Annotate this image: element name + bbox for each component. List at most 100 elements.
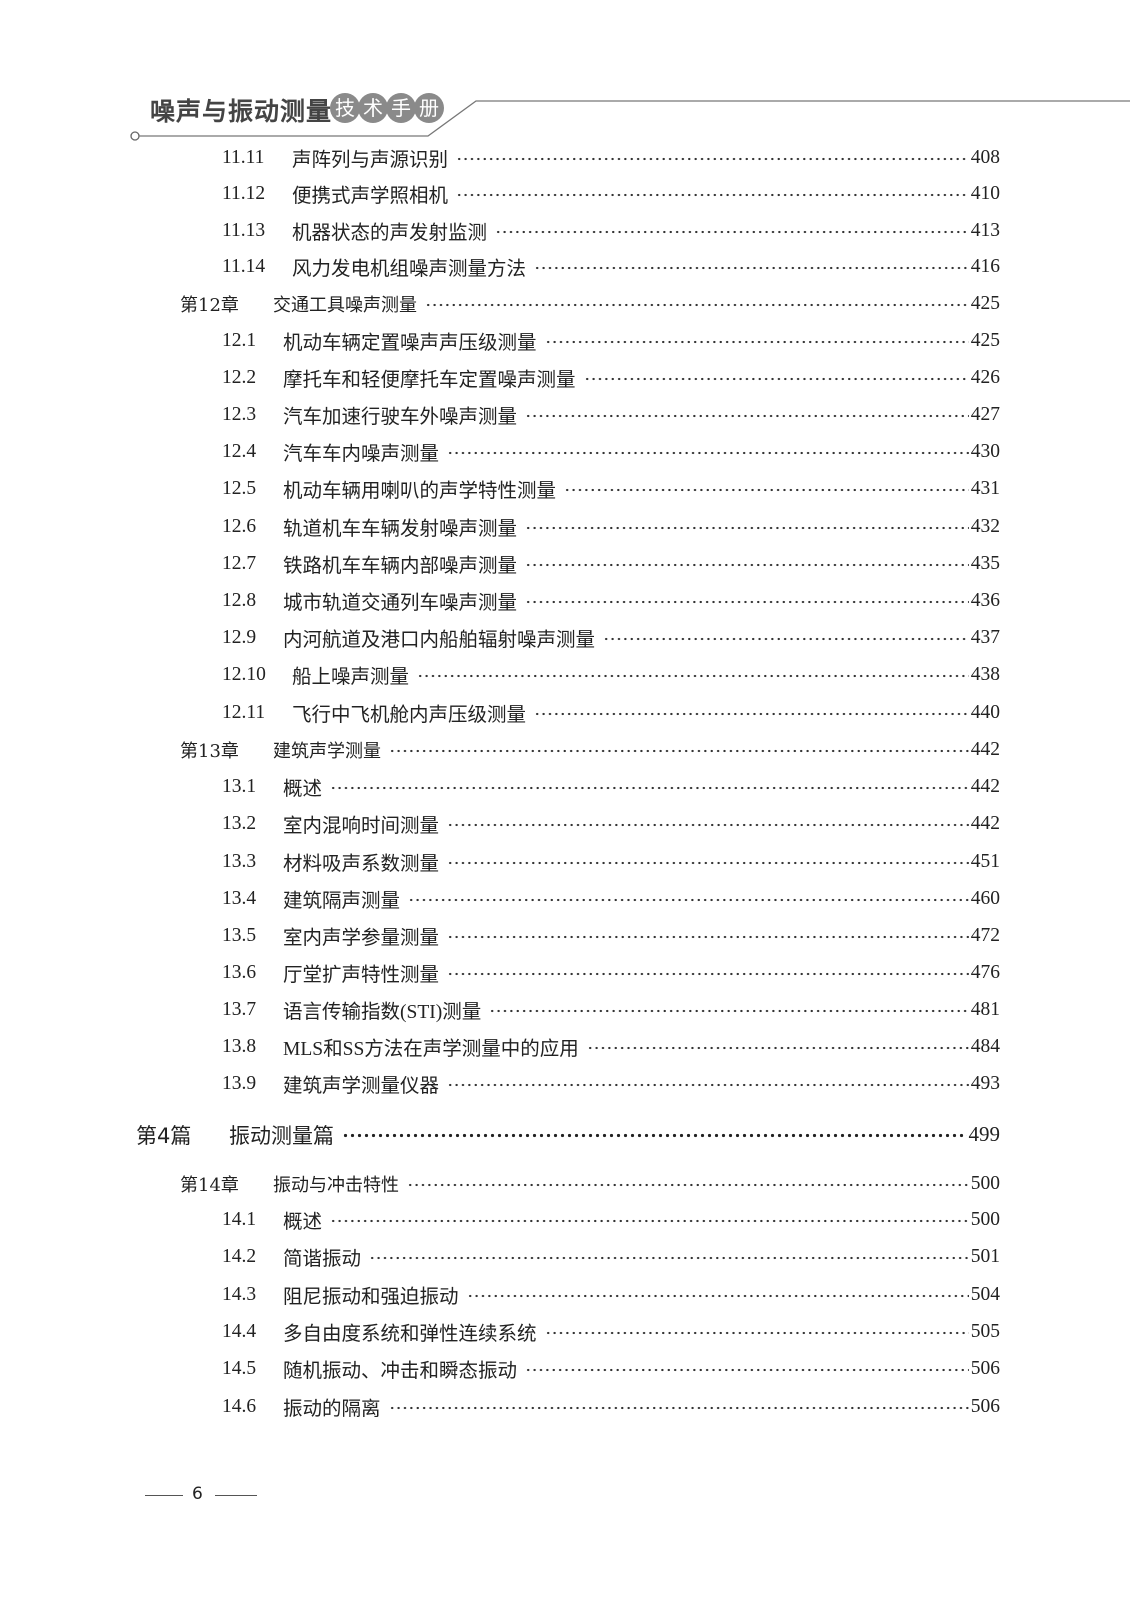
entry-title: 汽车加速行驶车外噪声测量 [283, 407, 518, 428]
leader-dots [525, 413, 969, 418]
entry-number: 14.2 [222, 1245, 257, 1267]
toc-section: 12.3 汽车加速行驶车外噪声测量 427 [222, 396, 1000, 433]
toc-section: 13.8 MLS和SS方法在声学测量中的应用 484 [222, 1028, 1000, 1065]
page-number: 6 [192, 1484, 203, 1504]
toc-section: 12.7 铁路机车车辆内部噪声测量 435 [222, 545, 1000, 582]
entry-number: 14.3 [222, 1283, 257, 1305]
leader-dots [330, 785, 969, 790]
entry-number: 12.2 [222, 366, 257, 388]
leader-dots [447, 450, 969, 455]
entry-title: 铁路机车车辆内部噪声测量 [283, 556, 518, 577]
entry-number: 13.3 [222, 850, 257, 872]
badge-char: 技 [330, 93, 360, 123]
leader-dots [603, 636, 969, 641]
entry-page: 506 [970, 1357, 1000, 1379]
leader-dots [447, 1082, 969, 1087]
entry-page: 435 [970, 552, 1000, 574]
leader-dots [586, 1045, 969, 1050]
toc-section: 14.6 振动的隔离 506 [222, 1388, 1000, 1425]
entry-page: 481 [970, 998, 1000, 1020]
leader-dots [466, 1293, 969, 1298]
entry-title: 城市轨道交通列车噪声测量 [283, 593, 518, 614]
entry-page: 506 [970, 1395, 1000, 1417]
entry-title: 语言传输指数(STI)测量 [283, 1002, 482, 1023]
entry-title: 建筑隔声测量 [283, 891, 401, 912]
entry-page: 408 [970, 146, 1000, 168]
toc-section: 14.3 阻尼振动和强迫振动 504 [222, 1276, 1000, 1313]
toc-section: 12.2 摩托车和轻便摩托车定置噪声测量 426 [222, 359, 1000, 396]
entry-number: 12.5 [222, 477, 257, 499]
entry-number: 12.3 [222, 403, 257, 425]
entry-number: 12.8 [222, 589, 257, 611]
toc-section: 13.6 厅堂扩声特性测量 476 [222, 954, 1000, 991]
badge-char: 册 [414, 93, 444, 123]
toc-section: 12.10 船上噪声测量 438 [222, 656, 1000, 693]
entry-title: 厅堂扩声特性测量 [283, 965, 440, 986]
entry-page: 425 [970, 292, 1000, 314]
entry-number: 13.5 [222, 924, 257, 946]
entry-title: 轨道机车车辆发射噪声测量 [283, 519, 518, 540]
entry-number: 12.9 [222, 626, 257, 648]
running-header-title: 噪声与振动测量 [150, 97, 333, 126]
entry-page: 493 [970, 1072, 1000, 1094]
entry-page: 442 [970, 775, 1000, 797]
toc-section: 11.14 风力发电机组噪声测量方法 416 [222, 248, 1000, 285]
badge-char: 手 [386, 93, 416, 123]
leader-dots [544, 1330, 969, 1335]
leader-dots [489, 1008, 969, 1013]
entry-page: 425 [970, 329, 1000, 351]
entry-title: MLS和SS方法在声学测量中的应用 [283, 1039, 579, 1060]
entry-title: 便携式声学照相机 [292, 186, 449, 207]
leader-dots [525, 525, 969, 530]
entry-page: 451 [970, 850, 1000, 872]
toc-section: 14.1 概述 500 [222, 1201, 1000, 1238]
entry-title: 机动车辆用喇叭的声学特性测量 [283, 481, 557, 502]
toc-section: 11.13 机器状态的声发射监测 413 [222, 212, 1000, 249]
entry-title: 振动的隔离 [283, 1399, 381, 1420]
entry-title: 室内声学参量测量 [283, 928, 440, 949]
entry-page: 484 [970, 1035, 1000, 1057]
leader-dots [534, 711, 969, 716]
entry-page: 504 [970, 1283, 1000, 1305]
entry-number: 12.1 [222, 329, 257, 351]
entry-number: 13.7 [222, 998, 257, 1020]
toc-section: 12.1 机动车辆定置噪声声压级测量 425 [222, 322, 1000, 359]
entry-title: 概述 [283, 779, 323, 800]
entry-number: 11.14 [222, 255, 266, 277]
entry-page: 438 [970, 663, 1000, 685]
entry-page: 499 [968, 1122, 1001, 1146]
entry-number: 13.9 [222, 1072, 257, 1094]
leader-dots [447, 860, 969, 865]
toc-part: 第4篇 振动测量篇 499 [136, 1116, 1000, 1153]
leader-dots [389, 748, 969, 753]
entry-title: 阻尼振动和强迫振动 [283, 1287, 459, 1308]
entry-title: 摩托车和轻便摩托车定置噪声测量 [283, 370, 576, 391]
leader-dots [564, 487, 969, 492]
toc-section: 11.12 便携式声学照相机 410 [222, 175, 1000, 212]
entry-page: 500 [970, 1172, 1000, 1194]
leader-dots [407, 1182, 969, 1187]
entry-title: 振动测量篇 [229, 1123, 334, 1148]
entry-title: 交通工具噪声测量 [273, 294, 417, 316]
toc-section: 12.6 轨道机车车辆发射噪声测量 432 [222, 508, 1000, 545]
toc-section: 13.9 建筑声学测量仪器 493 [222, 1065, 1000, 1102]
entry-title: 汽车车内噪声测量 [283, 444, 440, 465]
entry-title: 机动车辆定置噪声声压级测量 [283, 333, 537, 354]
toc-section: 11.11 声阵列与声源识别 408 [222, 139, 1000, 176]
entry-page: 460 [970, 887, 1000, 909]
entry-page: 432 [970, 515, 1000, 537]
entry-page: 437 [970, 626, 1000, 648]
toc-section: 13.2 室内混响时间测量 442 [222, 805, 1000, 842]
entry-page: 505 [970, 1320, 1000, 1342]
toc-chapter: 第12章 交通工具噪声测量 425 [180, 285, 1000, 322]
leader-dots [369, 1255, 969, 1260]
entry-page: 431 [970, 477, 1000, 499]
entry-number: 第12章 [180, 294, 239, 316]
toc-section: 13.4 建筑隔声测量 460 [222, 880, 1000, 917]
entry-number: 第4篇 [136, 1123, 192, 1148]
entry-title: 简谐振动 [283, 1249, 362, 1270]
entry-title: 飞行中飞机舱内声压级测量 [292, 705, 527, 726]
toc-section: 14.5 随机振动、冲击和瞬态振动 506 [222, 1350, 1000, 1387]
leader-dots [495, 229, 969, 234]
entry-title: 建筑声学测量 [273, 740, 381, 762]
